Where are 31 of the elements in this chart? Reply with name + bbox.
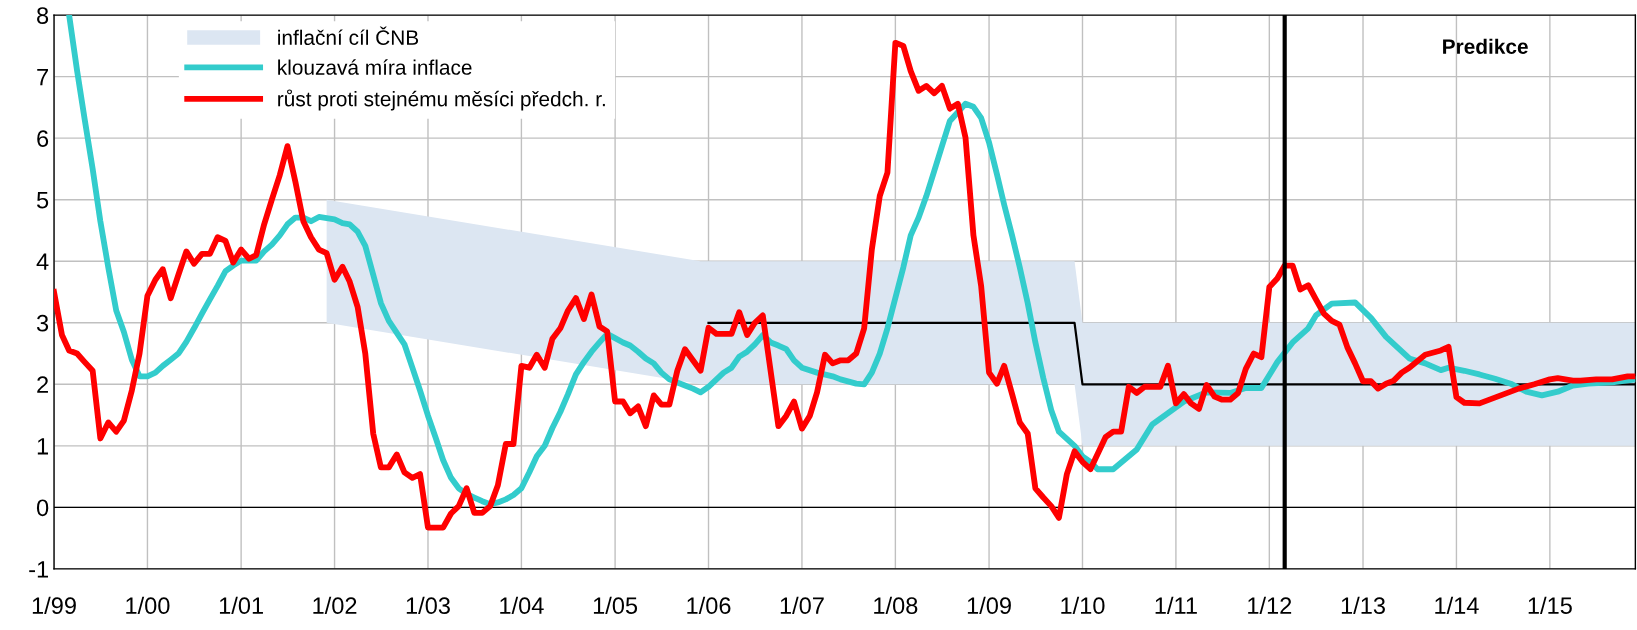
x-tick-label: 1/14 [1435,596,1479,615]
x-tick-label: 1/00 [126,596,170,615]
x-tick-label: 1/11 [1155,596,1197,615]
y-tick-label: 4 [36,253,49,270]
y-tick-label: 1 [37,438,49,455]
x-tick-label: 1/13 [1341,596,1385,615]
x-tick-label: 1/05 [593,596,638,615]
y-tick-label: 5 [36,192,49,209]
x-tick-label: 1/99 [32,596,76,615]
x-tick-label: 1/08 [874,596,918,615]
y-tick-label: 0 [36,499,49,517]
y-tick-label: 7 [37,68,48,86]
x-tick-label: 1/06 [687,596,731,615]
x-tick-label: 1/09 [967,596,1011,615]
y-tick-label: 8 [37,7,49,24]
x-tick-label: 1/04 [500,596,544,615]
y-tick-label: -1 [29,561,49,578]
x-tick-label: 1/15 [1528,596,1572,615]
y-tick-label: 2 [37,376,48,393]
y-tick-label: 6 [37,130,49,147]
x-tick-label: 1/01 [219,596,263,615]
legend-label: růst proti stejnému měsíci předch. r. [278,89,605,111]
annotation: Predikce [1443,38,1528,54]
x-tick-label: 1/10 [1061,596,1105,615]
legend-label: inflační cíl ČNB [278,26,419,46]
y-tick-label: 3 [36,314,49,332]
x-tick-label: 1/07 [780,596,824,615]
x-tick-label: 1/12 [1248,596,1292,615]
legend-label: klouzavá míra inflace [278,59,472,75]
x-tick-label: 1/03 [406,596,450,615]
x-tick-label: 1/02 [313,596,357,615]
